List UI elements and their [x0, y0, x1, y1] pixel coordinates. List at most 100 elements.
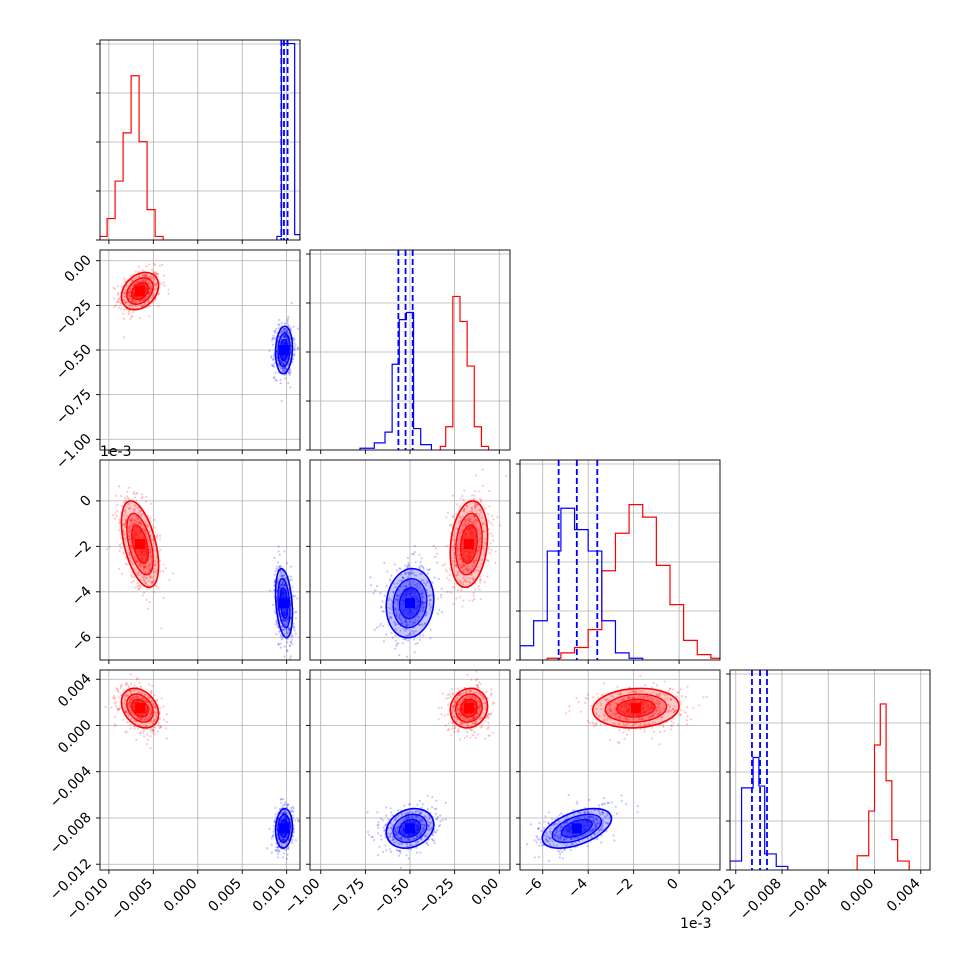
- scatter-point: [145, 265, 148, 268]
- scatter-point: [143, 298, 146, 301]
- scatter-point: [454, 716, 458, 719]
- scatter-point: [407, 571, 411, 575]
- scatter-point: [482, 530, 486, 533]
- scatter-point: [489, 688, 493, 691]
- scatter-point: [283, 815, 287, 819]
- scatter-point: [127, 498, 130, 501]
- scatter-point: [473, 715, 476, 718]
- scatter-point: [479, 581, 482, 584]
- scatter-point: [274, 848, 277, 852]
- scatter-point: [127, 684, 130, 687]
- scatter-point: [487, 734, 490, 737]
- scatter-point: [134, 560, 138, 564]
- scatter-point: [401, 576, 404, 579]
- scatter-point: [293, 346, 296, 349]
- scatter-point: [396, 612, 399, 615]
- scatter-point: [429, 585, 432, 588]
- scatter-point: [414, 642, 417, 646]
- scatter-point: [145, 274, 148, 277]
- scatter-point: [276, 846, 279, 849]
- scatter-point: [459, 566, 462, 569]
- scatter-point: [280, 798, 283, 801]
- scatter-point: [401, 622, 404, 625]
- scatter-point: [276, 856, 280, 859]
- scatter-point: [290, 841, 294, 844]
- scatter-point: [126, 497, 130, 500]
- scatter-point: [454, 720, 458, 723]
- scatter-point: [114, 494, 118, 498]
- scatter-point: [480, 511, 483, 514]
- scatter-point: [291, 838, 294, 842]
- scatter-point: [484, 737, 487, 740]
- scatter-point: [127, 507, 131, 510]
- scatter-point: [153, 590, 156, 594]
- scatter-point: [280, 367, 283, 370]
- scatter-point: [167, 292, 170, 295]
- scatter-point: [394, 585, 397, 589]
- scatter-point: [143, 566, 146, 569]
- scatter-point: [388, 611, 391, 615]
- scatter-point: [422, 567, 425, 570]
- scatter-point: [466, 518, 469, 521]
- scatter-point: [472, 515, 476, 518]
- scatter-point: [113, 297, 116, 300]
- scatter-point: [412, 552, 415, 556]
- scatter-point: [474, 521, 477, 524]
- scatter-point: [151, 278, 154, 281]
- scatter-point: [272, 589, 275, 592]
- scatter-point: [285, 857, 288, 860]
- scatter-point: [463, 697, 466, 701]
- scatter-point: [413, 544, 416, 548]
- scatter-point: [144, 281, 148, 284]
- scatter-point: [149, 580, 153, 584]
- scatter-point: [409, 572, 412, 575]
- scatter-point: [285, 330, 289, 333]
- scatter-point: [158, 264, 161, 268]
- scatter-point: [465, 735, 469, 738]
- scatter-point: [284, 811, 287, 814]
- scatter-point: [277, 550, 280, 553]
- scatter-point: [292, 625, 295, 628]
- scatter-point: [281, 817, 284, 820]
- scatter-point: [129, 292, 132, 295]
- scatter-point: [273, 584, 276, 587]
- scatter-point: [281, 805, 284, 808]
- scatter-point: [144, 532, 148, 535]
- scatter-point: [128, 303, 131, 307]
- scatter-point: [472, 562, 475, 565]
- scatter-point: [482, 699, 485, 702]
- scatter-point: [132, 491, 136, 494]
- scatter-point: [141, 279, 144, 282]
- scatter-point: [153, 718, 157, 721]
- scatter-point: [141, 495, 144, 499]
- scatter-point: [480, 562, 483, 566]
- scatter-point: [467, 519, 471, 522]
- scatter-point: [281, 811, 284, 815]
- scatter-point: [398, 614, 401, 617]
- scatter-point: [283, 367, 286, 370]
- scatter-point: [281, 367, 284, 370]
- scatter-point: [390, 608, 393, 611]
- scatter-point: [142, 563, 145, 567]
- scatter-point: [421, 600, 424, 603]
- scatter-point: [139, 509, 142, 513]
- scatter-point: [401, 576, 404, 579]
- scatter-point: [144, 280, 147, 284]
- scatter-point: [457, 694, 461, 697]
- scatter-point: [284, 815, 287, 818]
- scatter-point: [148, 568, 151, 571]
- scatter-point: [150, 728, 154, 731]
- scatter-point: [124, 699, 127, 702]
- scatter-point: [129, 519, 132, 522]
- scatter-point: [117, 485, 121, 488]
- scatter-point: [284, 801, 287, 804]
- scatter-point: [399, 593, 402, 596]
- scatter-point: [282, 816, 285, 819]
- scatter-point: [369, 576, 372, 579]
- scatter-point: [124, 295, 127, 299]
- scatter-point: [143, 579, 146, 582]
- scatter-point: [479, 577, 482, 581]
- scatter-point: [280, 839, 284, 842]
- scatter-point: [278, 586, 281, 589]
- scatter-point: [125, 519, 128, 522]
